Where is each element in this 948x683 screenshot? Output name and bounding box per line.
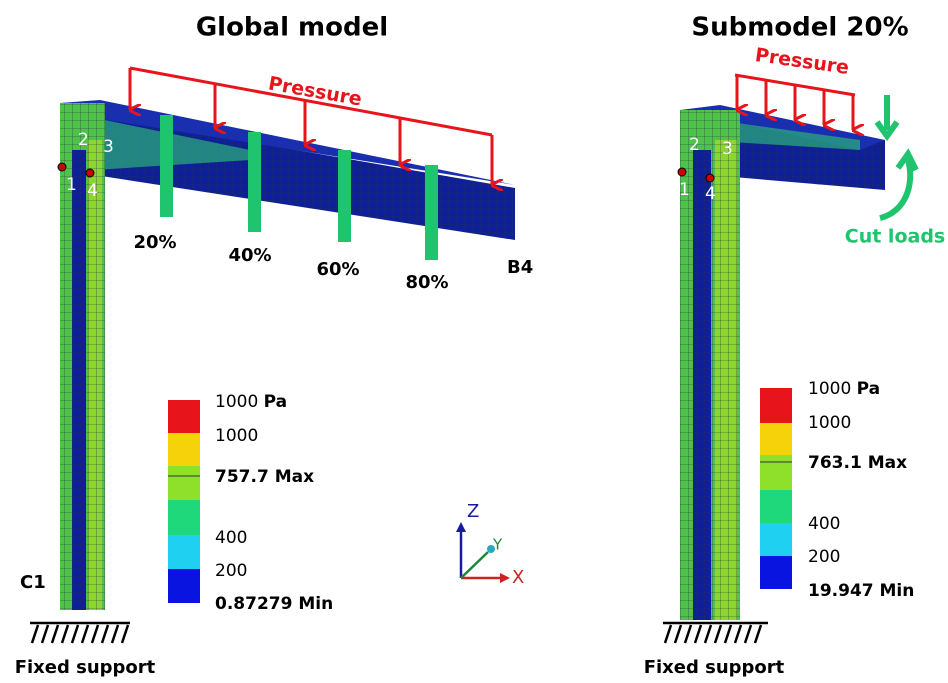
- global-model: Global model Pressure 1 2 3 4 20% 40% 60…: [15, 13, 534, 679]
- shape-path: [32, 625, 128, 643]
- legend-entry: 1000: [215, 426, 258, 446]
- shape-circle: [86, 169, 94, 177]
- shape-rect: [168, 400, 200, 433]
- section-label: 80%: [405, 272, 448, 293]
- legend-entry: 19.947 Min: [808, 581, 914, 601]
- shape-rect: [760, 455, 792, 490]
- shape-rect: [160, 115, 173, 217]
- point-label: 2: [78, 130, 89, 150]
- legend-entry: 1000 Pa: [808, 379, 880, 399]
- shape-rect: [168, 569, 200, 603]
- axis-label: Z: [467, 501, 479, 522]
- axis-label: Y: [492, 536, 503, 554]
- body: Global model Pressure 1 2 3 4 20% 40% 60…: [0, 0, 948, 683]
- axes-triad: Z Y X: [456, 501, 524, 588]
- point-label: 1: [66, 175, 77, 195]
- section-label: 40%: [228, 245, 271, 266]
- pressure-label: Pressure: [267, 72, 364, 110]
- shape-rect: [760, 556, 792, 589]
- shape-rect: [168, 535, 200, 569]
- pressure-label: Pressure: [754, 44, 851, 79]
- legend-entry: 0.87279 Min: [215, 594, 333, 614]
- point-label: 4: [87, 181, 98, 201]
- shape-rect: [760, 423, 792, 455]
- shape-rect: [248, 132, 261, 232]
- shape-path: [500, 573, 510, 583]
- shape-rect: [338, 150, 351, 242]
- legend-entry: 763.1 Max: [808, 453, 907, 473]
- support-label: Fixed support: [15, 657, 156, 678]
- shape-circle: [706, 174, 714, 182]
- axis-label: X: [512, 567, 524, 588]
- shape-rect: [168, 433, 200, 466]
- legend-entry: 200: [215, 561, 247, 581]
- legend: 1000 Pa 1000 757.7 Max 400 200 0.87279 M…: [168, 392, 333, 614]
- legend-entry: 400: [808, 514, 840, 534]
- legend-entry: 1000 Pa: [215, 392, 287, 412]
- shape-rect: [168, 466, 200, 500]
- column-base-label: C1: [20, 572, 46, 593]
- support-label: Fixed support: [644, 657, 785, 678]
- point-label: 2: [689, 135, 700, 155]
- submodel: Submodel 20% Pressure Cut loads 1 2 3 4 …: [644, 13, 946, 679]
- shape-g: [663, 623, 768, 643]
- beam-end-label: B4: [507, 257, 533, 278]
- shape-rect: [168, 500, 200, 535]
- shape-circle: [58, 163, 66, 171]
- title: Submodel 20%: [691, 13, 908, 43]
- cut-loads-label: Cut loads: [845, 226, 945, 248]
- shape-path: [665, 625, 761, 643]
- legend-entry: 200: [808, 547, 840, 567]
- shape-circle: [678, 168, 686, 176]
- title: Global model: [196, 13, 388, 43]
- section-label: 20%: [133, 232, 176, 253]
- legend-entry: 757.7 Max: [215, 467, 314, 487]
- section-label: 60%: [316, 259, 359, 280]
- legend: 1000 Pa 1000 763.1 Max 400 200 19.947 Mi…: [760, 379, 914, 601]
- shape-g: 20% 40% 60% 80%: [133, 232, 448, 293]
- shape-path: [456, 522, 466, 532]
- point-label: 4: [705, 184, 716, 204]
- point-label: 3: [103, 137, 114, 157]
- shape-rect: [760, 490, 792, 523]
- legend-entry: 400: [215, 528, 247, 548]
- figure: Global model Pressure 1 2 3 4 20% 40% 60…: [0, 0, 948, 683]
- page: {"global":{"title":"Global model","press…: [0, 0, 948, 683]
- shape-rect: [760, 523, 792, 556]
- shape-line: [461, 552, 488, 578]
- point-label: 3: [722, 139, 733, 159]
- legend-entry: 1000: [808, 413, 851, 433]
- point-label: 1: [679, 180, 690, 200]
- shape-rect: [760, 388, 792, 423]
- shape-rect: [425, 165, 438, 260]
- shape-g: [30, 623, 130, 643]
